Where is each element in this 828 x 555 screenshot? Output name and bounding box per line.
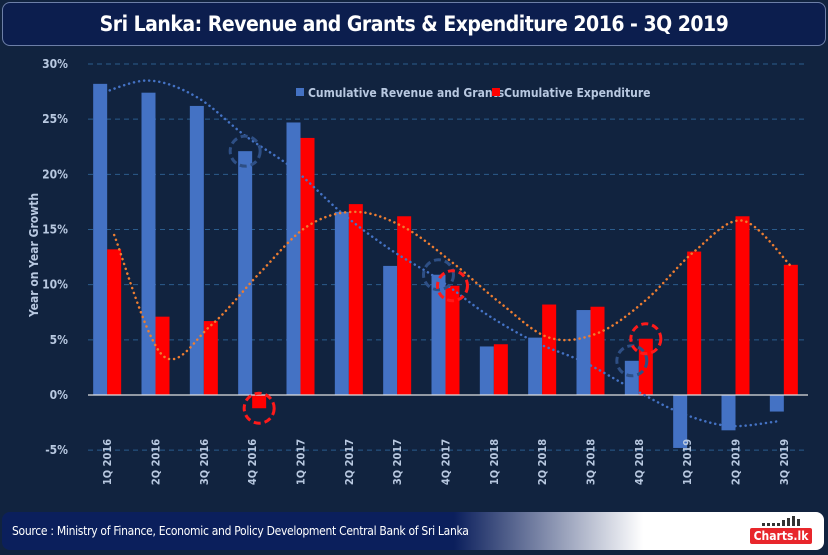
- charts-lk-logo: Charts.lk: [750, 516, 812, 546]
- x-tick-label: 2Q 2019: [730, 439, 743, 485]
- x-tick-label: 4Q 2018: [633, 439, 646, 485]
- x-tick-label: 4Q 2016: [246, 439, 259, 485]
- footer: Source : Ministry of Finance, Economic a…: [2, 512, 824, 550]
- expenditure-bar: [107, 249, 122, 395]
- revenue-bar: [624, 360, 639, 395]
- revenue-bar: [721, 395, 736, 431]
- legend-label: Cumulative Revenue and Grants: [308, 86, 504, 100]
- y-axis-label: Year on Year Growth: [27, 193, 41, 318]
- expenditure-bar: [735, 216, 750, 395]
- expenditure-bar: [783, 264, 798, 395]
- x-tick-label: 1Q 2016: [101, 439, 114, 485]
- y-tick-label: 0%: [50, 388, 69, 402]
- expenditure-bar: [542, 304, 557, 395]
- source-text: Source : Ministry of Finance, Economic a…: [12, 524, 469, 538]
- revenue-bar: [334, 211, 349, 395]
- revenue-bar: [286, 122, 301, 395]
- revenue-bar: [93, 83, 108, 396]
- x-tick-label: 3Q 2017: [391, 439, 404, 485]
- expenditure-bar: [155, 316, 170, 395]
- x-tick-label: 2Q 2018: [536, 439, 549, 485]
- highlight-circle: [422, 258, 455, 292]
- revenue-bar: [141, 92, 156, 395]
- expenditure-bar: [348, 204, 363, 395]
- chart: -5% 0% 5% 10% 15% 20% 25% 30% Year on Year Growt…: [27, 57, 808, 485]
- revenue-bar: [576, 310, 591, 395]
- expenditure-bar: [445, 285, 460, 395]
- x-tick-label: 2Q 2016: [150, 439, 163, 485]
- x-tick-label: 1Q 2017: [295, 439, 308, 485]
- legend-swatch: [492, 88, 500, 96]
- y-tick-label: -5%: [45, 443, 68, 457]
- revenue-bar: [189, 105, 204, 395]
- y-tick-label: 20%: [42, 167, 68, 181]
- expenditure-bar: [397, 216, 412, 395]
- y-tick-label: 30%: [42, 57, 68, 71]
- revenue-bar: [238, 151, 253, 395]
- y-tick-label: 25%: [42, 112, 68, 126]
- highlight-circle: [436, 269, 469, 303]
- revenue-bar: [769, 395, 784, 412]
- x-tick-label: 3Q 2019: [778, 439, 791, 485]
- x-tick-label: 4Q 2017: [440, 439, 453, 485]
- x-tick-label: 1Q 2019: [681, 439, 694, 485]
- chart-title: Sri Lanka: Revenue and Grants & Expendit…: [2, 2, 826, 46]
- revenue-bar: [383, 265, 398, 395]
- highlight-circle: [242, 391, 276, 425]
- legend-label: Cumulative Expenditure: [504, 86, 651, 100]
- revenue-bar: [431, 274, 446, 395]
- highlight-circle: [629, 322, 663, 356]
- x-tick-label: 3Q 2018: [585, 439, 598, 485]
- expenditure-bar: [300, 137, 315, 395]
- revenue-bar: [479, 346, 494, 395]
- expenditure-trendline: [112, 210, 793, 361]
- y-tick-label: 5%: [50, 333, 69, 347]
- highlight-circle: [228, 134, 262, 168]
- expenditure-bar: [203, 321, 218, 395]
- x-tick-label: 1Q 2018: [488, 439, 501, 485]
- expenditure-bar: [493, 344, 508, 395]
- y-tick-label: 10%: [42, 278, 68, 292]
- revenue-bar: [528, 337, 543, 395]
- expenditure-bar: [687, 251, 702, 395]
- legend-swatch: [296, 88, 304, 96]
- x-tick-label: 3Q 2016: [198, 439, 211, 485]
- expenditure-bar: [252, 395, 267, 409]
- revenue-bar: [673, 395, 688, 448]
- y-tick-label: 15%: [42, 223, 68, 237]
- expenditure-bar: [590, 306, 605, 395]
- x-tick-label: 2Q 2017: [343, 439, 356, 485]
